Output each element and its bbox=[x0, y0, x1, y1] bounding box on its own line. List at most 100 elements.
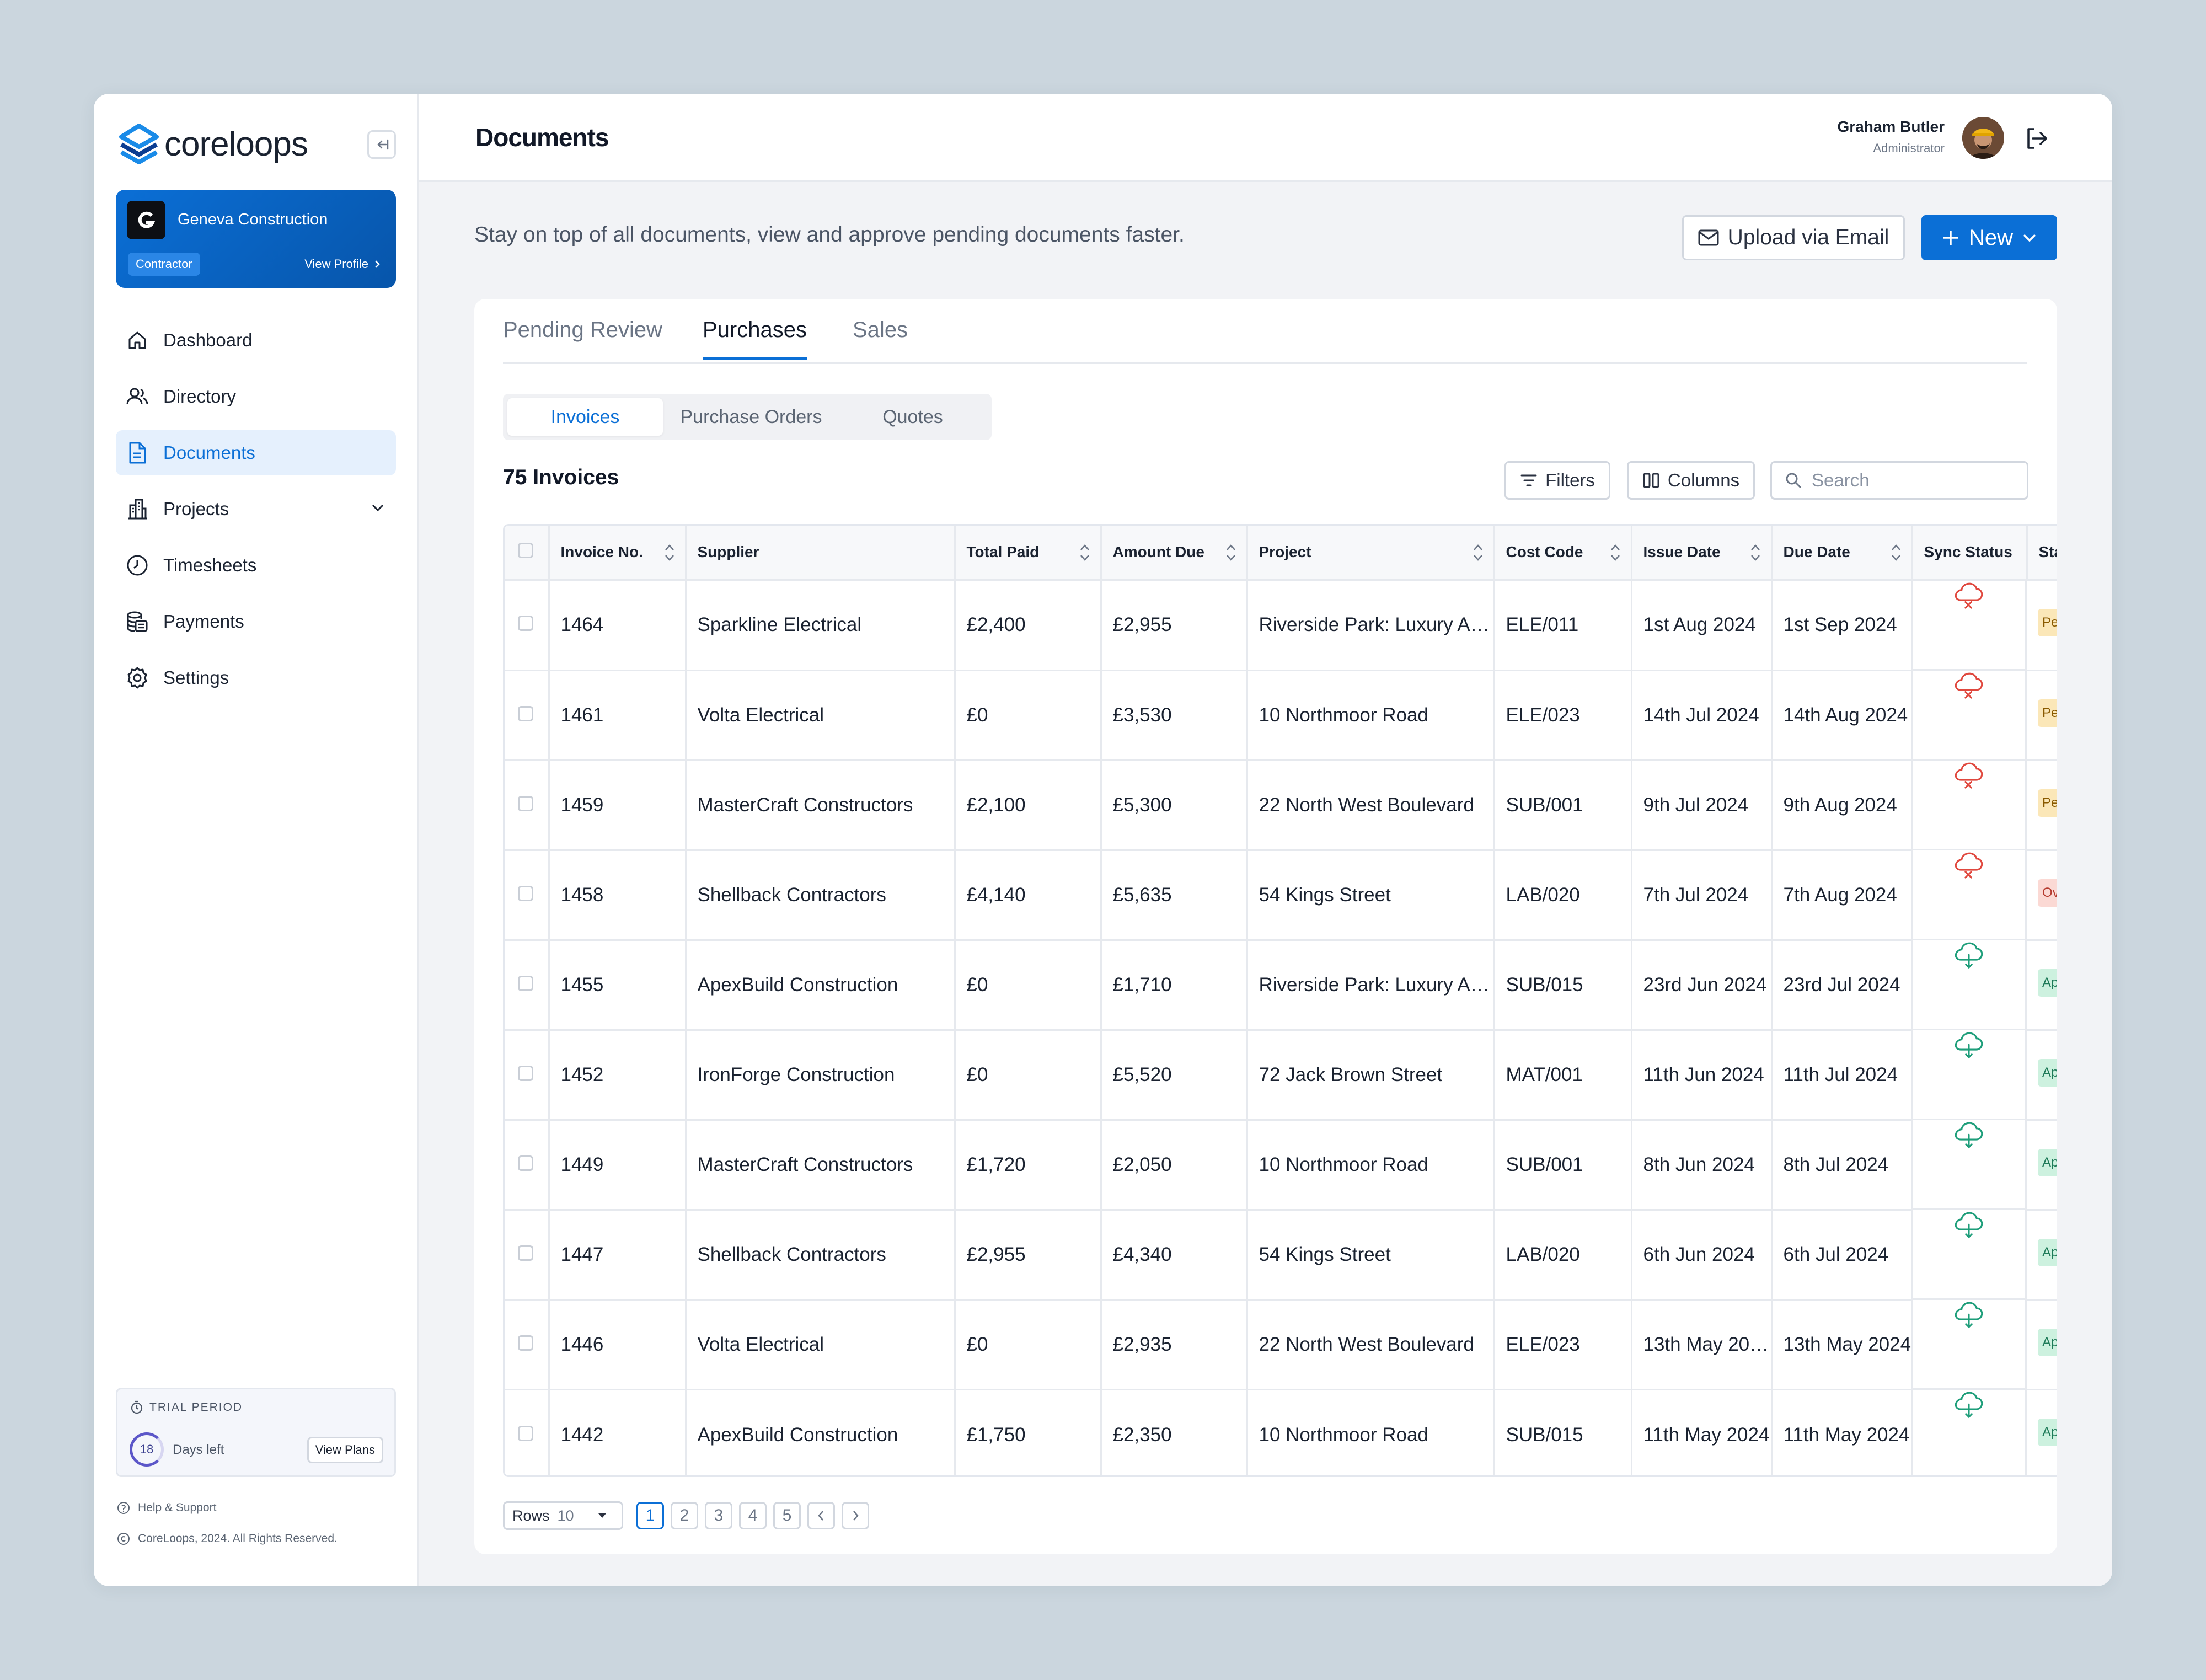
col-project[interactable]: Project bbox=[1247, 526, 1495, 581]
page-button-3[interactable]: 3 bbox=[705, 1502, 732, 1529]
logout-icon[interactable] bbox=[2023, 125, 2050, 152]
checkbox[interactable] bbox=[518, 796, 533, 811]
row-select[interactable] bbox=[505, 1389, 550, 1475]
sidebar-item-dashboard[interactable]: Dashboard bbox=[116, 318, 396, 363]
col-cost-code[interactable]: Cost Code bbox=[1494, 526, 1632, 581]
table-row[interactable]: 1459 MasterCraft Constructors £2,100 £5,300… bbox=[505, 760, 2057, 851]
page-button-1[interactable]: 1 bbox=[636, 1502, 664, 1529]
segment-quotes[interactable]: Quotes bbox=[882, 406, 943, 427]
org-card[interactable]: Geneva Construction Contractor View Prof… bbox=[116, 190, 396, 288]
checkbox[interactable] bbox=[518, 1155, 533, 1171]
rows-per-page-select[interactable]: Rows 10 bbox=[503, 1501, 623, 1530]
checkbox[interactable] bbox=[518, 1335, 533, 1351]
cell-sync-status[interactable] bbox=[1913, 760, 2027, 850]
checkbox[interactable] bbox=[518, 886, 533, 901]
row-select[interactable] bbox=[505, 760, 550, 851]
segment-purchase-orders[interactable]: Purchase Orders bbox=[680, 406, 822, 427]
page-button-2[interactable]: 2 bbox=[671, 1502, 698, 1529]
table-row[interactable]: 1442 ApexBuild Construction £1,750 £2,350 10… bbox=[505, 1389, 2057, 1475]
sidebar-item-directory[interactable]: Directory bbox=[116, 374, 396, 419]
table-header-row: Invoice No. Supplier Total Paid Amount D… bbox=[505, 526, 2057, 581]
table-row[interactable]: 1452 IronForge Construction £0 £5,520 72 Jac… bbox=[505, 1030, 2057, 1121]
col-supplier[interactable]: Supplier bbox=[686, 526, 956, 581]
cell-sync-status[interactable] bbox=[1913, 1389, 2027, 1475]
page-button-5[interactable]: 5 bbox=[773, 1502, 801, 1529]
sort-icon[interactable] bbox=[1471, 542, 1485, 563]
next-page-button[interactable] bbox=[842, 1502, 869, 1529]
sidebar-item-projects[interactable]: Projects bbox=[116, 486, 396, 532]
col-invoice-no[interactable]: Invoice No. bbox=[549, 526, 687, 581]
table-row[interactable]: 1458 Shellback Contractors £4,140 £5,635 54 … bbox=[505, 850, 2057, 941]
table-row[interactable]: 1449 MasterCraft Constructors £1,720 £2,050… bbox=[505, 1120, 2057, 1211]
checkbox[interactable] bbox=[518, 1425, 533, 1441]
view-plans-button[interactable]: View Plans bbox=[307, 1437, 383, 1463]
checkbox[interactable] bbox=[518, 542, 533, 558]
sort-icon[interactable] bbox=[1224, 542, 1238, 563]
row-select[interactable] bbox=[505, 940, 550, 1031]
table-row[interactable]: 1464 Sparkline Electrical £2,400 £2,955 Rive… bbox=[505, 580, 2057, 671]
checkbox[interactable] bbox=[518, 976, 533, 991]
home-icon bbox=[125, 328, 150, 353]
sidebar-item-payments[interactable]: Payments bbox=[116, 599, 396, 644]
row-select[interactable] bbox=[505, 1299, 550, 1390]
tab-sales[interactable]: Sales bbox=[853, 318, 908, 342]
checkbox[interactable] bbox=[518, 706, 533, 721]
col-due-date[interactable]: Due Date bbox=[1771, 526, 1913, 581]
prev-page-button[interactable] bbox=[807, 1502, 835, 1529]
cell-supplier: ApexBuild Construction bbox=[686, 940, 956, 1031]
cell-sync-status[interactable] bbox=[1913, 1120, 2027, 1210]
col-amount-due[interactable]: Amount Due bbox=[1101, 526, 1248, 581]
row-select[interactable] bbox=[505, 580, 550, 671]
cell-sync-status[interactable] bbox=[1913, 850, 2027, 940]
sidebar-item-timesheets[interactable]: Timesheets bbox=[116, 543, 396, 588]
table-row[interactable]: 1446 Volta Electrical £0 £2,935 22 North Wes… bbox=[505, 1299, 2057, 1390]
table-row[interactable]: 1461 Volta Electrical £0 £3,530 10 Northmoor… bbox=[505, 670, 2057, 761]
row-select[interactable] bbox=[505, 850, 550, 941]
columns-button[interactable]: Columns bbox=[1627, 461, 1755, 500]
trial-days-ring: 18 bbox=[130, 1432, 164, 1467]
checkbox[interactable] bbox=[518, 1245, 533, 1261]
cell-sync-status[interactable] bbox=[1913, 940, 2027, 1030]
segment-invoices[interactable]: Invoices bbox=[507, 398, 663, 436]
table-row[interactable]: 1455 ApexBuild Construction £0 £1,710 Rivers… bbox=[505, 940, 2057, 1031]
row-select[interactable] bbox=[505, 1120, 550, 1211]
checkbox[interactable] bbox=[518, 616, 533, 632]
table-row[interactable]: 1447 Shellback Contractors £2,955 £4,340 54 … bbox=[505, 1210, 2057, 1301]
col-status[interactable]: Status bbox=[2027, 526, 2057, 581]
collapse-sidebar-button[interactable] bbox=[367, 130, 396, 159]
search-box[interactable] bbox=[1770, 461, 2028, 500]
chevron-down-icon[interactable] bbox=[370, 500, 386, 516]
page-button-4[interactable]: 4 bbox=[739, 1502, 767, 1529]
help-support-link[interactable]: Help & Support bbox=[117, 1501, 216, 1515]
tab-pending-review[interactable]: Pending Review bbox=[503, 318, 663, 342]
row-select[interactable] bbox=[505, 1030, 550, 1121]
view-profile-link[interactable]: View Profile bbox=[304, 257, 381, 271]
cell-sync-status[interactable] bbox=[1913, 1030, 2027, 1120]
cell-sync-status[interactable] bbox=[1913, 1299, 2027, 1390]
checkbox[interactable] bbox=[518, 1066, 533, 1081]
sort-icon[interactable] bbox=[1609, 542, 1622, 563]
sort-icon[interactable] bbox=[663, 542, 676, 563]
new-button[interactable]: New bbox=[1921, 215, 2057, 260]
cell-sync-status[interactable] bbox=[1913, 670, 2027, 761]
col-issue-date[interactable]: Issue Date bbox=[1631, 526, 1773, 581]
cell-sync-status[interactable] bbox=[1913, 1210, 2027, 1300]
col-total-paid[interactable]: Total Paid bbox=[955, 526, 1102, 581]
sort-icon[interactable] bbox=[1749, 542, 1762, 563]
select-all-checkbox[interactable] bbox=[505, 526, 550, 581]
cell-amount-due: £2,350 bbox=[1101, 1389, 1248, 1475]
col-sync-status[interactable]: Sync Status bbox=[1912, 526, 2028, 581]
brand-logo[interactable]: coreloops bbox=[117, 122, 308, 165]
search-input[interactable] bbox=[1812, 470, 2021, 491]
sidebar-item-documents[interactable]: Documents bbox=[116, 430, 396, 475]
cell-sync-status[interactable] bbox=[1913, 580, 2027, 671]
filters-button[interactable]: Filters bbox=[1504, 461, 1610, 500]
row-select[interactable] bbox=[505, 670, 550, 761]
sidebar-item-settings[interactable]: Settings bbox=[116, 655, 396, 700]
upload-via-email-button[interactable]: Upload via Email bbox=[1682, 215, 1905, 260]
avatar[interactable] bbox=[1962, 117, 2004, 159]
tab-purchases[interactable]: Purchases bbox=[703, 318, 807, 360]
row-select[interactable] bbox=[505, 1210, 550, 1301]
sort-icon[interactable] bbox=[1078, 542, 1091, 563]
sort-icon[interactable] bbox=[1889, 542, 1903, 563]
